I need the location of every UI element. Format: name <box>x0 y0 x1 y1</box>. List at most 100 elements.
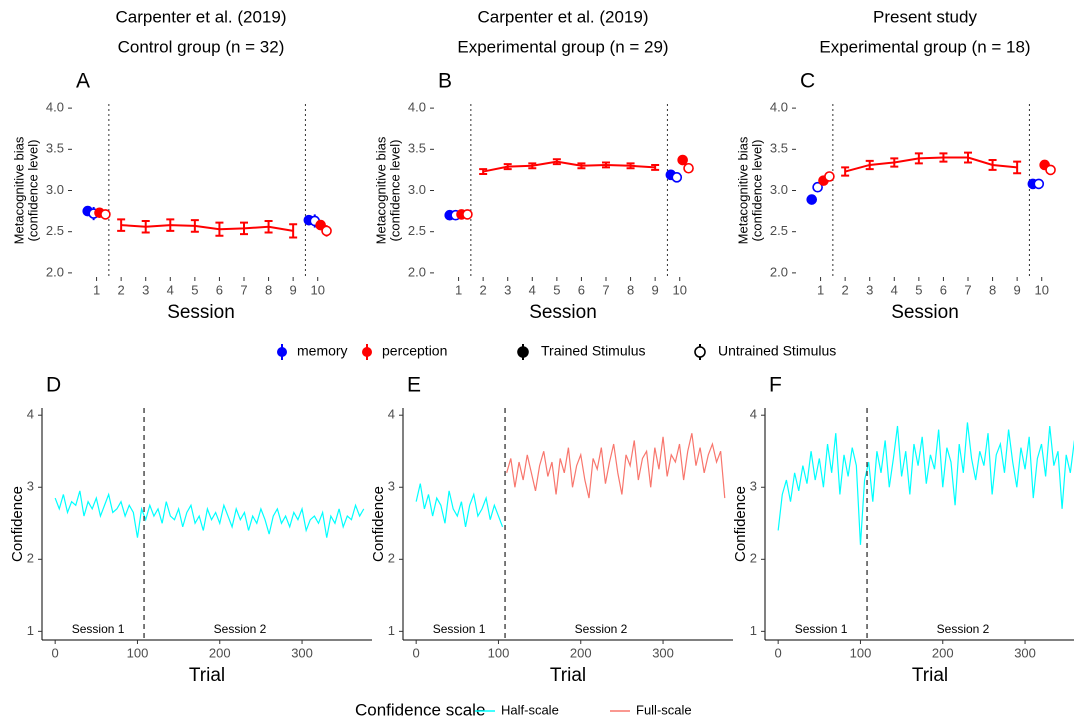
legend-label: perception <box>382 343 447 359</box>
confidence-line <box>777 422 1074 545</box>
y-tick-label: 3.5 <box>408 141 426 156</box>
legend-key <box>277 347 287 357</box>
y-axis-label: (confidence level) <box>387 140 402 242</box>
x-tick-label: 200 <box>932 645 954 660</box>
point <box>1045 164 1056 176</box>
x-tick-label: 300 <box>652 645 674 660</box>
y-axis-label: Metacognitive bias <box>373 136 388 244</box>
x-tick-label: 9 <box>1014 282 1021 297</box>
x-tick-label: 2 <box>842 282 849 297</box>
legend-label: Full-scale <box>636 702 692 717</box>
y-tick-label: 2.0 <box>46 264 64 279</box>
trend-line <box>844 156 1018 173</box>
panel-subtitle: Control group (n = 32) <box>118 37 285 56</box>
x-tick-label: 1 <box>817 282 824 297</box>
point <box>677 154 688 166</box>
y-tick-label: 1 <box>27 623 34 638</box>
error-bar <box>939 152 948 163</box>
panel-label: B <box>438 70 452 93</box>
y-tick-label: 4.0 <box>408 100 426 115</box>
x-tick-label: 9 <box>290 282 297 297</box>
y-tick-label: 2 <box>750 551 757 566</box>
x-axis-label: Session <box>529 302 597 323</box>
point <box>671 172 683 183</box>
y-tick-label: 4 <box>750 407 757 422</box>
x-axis-label: Session <box>891 302 959 323</box>
legend-label: memory <box>297 343 348 359</box>
x-tick-label: 100 <box>127 645 149 660</box>
annotation: Session 2 <box>937 622 990 636</box>
x-axis-label: Trial <box>912 665 948 686</box>
y-tick-label: 4 <box>27 407 34 422</box>
y-tick-label: 3.5 <box>770 141 788 156</box>
x-tick-label: 10 <box>1034 282 1048 297</box>
point <box>683 162 694 174</box>
x-tick-label: 8 <box>265 282 272 297</box>
x-tick-label: 3 <box>504 282 511 297</box>
x-tick-label: 7 <box>602 282 609 297</box>
y-tick-label: 2 <box>388 551 395 566</box>
error-bar <box>651 163 660 171</box>
error-bar <box>190 219 199 233</box>
x-tick-label: 6 <box>940 282 947 297</box>
legend-label: Trained Stimulus <box>541 343 646 359</box>
error-bar <box>264 219 273 234</box>
point <box>462 209 473 220</box>
x-tick-label: 300 <box>1014 645 1036 660</box>
x-tick-label: 9 <box>652 282 659 297</box>
x-tick-label: 6 <box>578 282 585 297</box>
annotation: Session 1 <box>72 622 125 636</box>
x-tick-label: 200 <box>570 645 592 660</box>
x-tick-label: 7 <box>240 282 247 297</box>
error-bar <box>240 221 248 236</box>
y-tick-label: 2.0 <box>770 264 788 279</box>
legend-label: Half-scale <box>501 702 559 717</box>
error-bar <box>141 219 150 234</box>
panel-label: A <box>76 70 90 93</box>
error-bar <box>117 218 126 232</box>
x-tick-label: 6 <box>216 282 223 297</box>
point <box>1033 178 1045 190</box>
x-tick-label: 0 <box>775 645 782 660</box>
x-tick-label: 0 <box>413 645 420 660</box>
y-tick-label: 4 <box>388 407 395 422</box>
panel-label: C <box>800 70 815 93</box>
point <box>812 181 823 193</box>
annotation: Session 1 <box>433 622 486 636</box>
y-axis-label: Metacognitive bias <box>735 136 750 244</box>
legend-key <box>517 346 529 358</box>
confidence-line <box>54 490 365 538</box>
y-tick-label: 3.5 <box>46 141 64 156</box>
y-tick-label: 2.0 <box>408 264 426 279</box>
y-tick-label: 3 <box>388 479 395 494</box>
x-tick-label: 4 <box>167 282 174 297</box>
y-tick-label: 2.5 <box>770 223 788 238</box>
x-tick-label: 1 <box>93 282 100 297</box>
x-tick-label: 2 <box>480 282 487 297</box>
error-bar <box>602 161 610 169</box>
legend-key <box>694 346 706 358</box>
annotation: Session 2 <box>575 622 628 636</box>
x-tick-label: 1 <box>455 282 462 297</box>
error-bar <box>166 218 175 232</box>
point <box>100 209 111 220</box>
panel-subtitle: Experimental group (n = 18) <box>819 37 1030 56</box>
annotation: Session 2 <box>214 622 267 636</box>
panel-title: Present study <box>873 7 977 26</box>
panel-label: E <box>407 374 421 397</box>
panel-label: F <box>769 374 782 397</box>
trend-line <box>121 224 294 232</box>
y-tick-label: 2 <box>27 551 34 566</box>
y-tick-label: 3 <box>750 479 757 494</box>
error-bar <box>552 158 561 166</box>
panel-title: Carpenter et al. (2019) <box>115 7 286 26</box>
y-tick-label: 3.0 <box>46 182 64 197</box>
x-tick-label: 4 <box>529 282 536 297</box>
x-tick-label: 200 <box>209 645 231 660</box>
x-tick-label: 300 <box>291 645 313 660</box>
error-bar <box>1013 160 1022 175</box>
x-tick-label: 8 <box>627 282 634 297</box>
panel-subtitle: Experimental group (n = 29) <box>457 37 668 56</box>
confidence-line <box>415 483 504 528</box>
